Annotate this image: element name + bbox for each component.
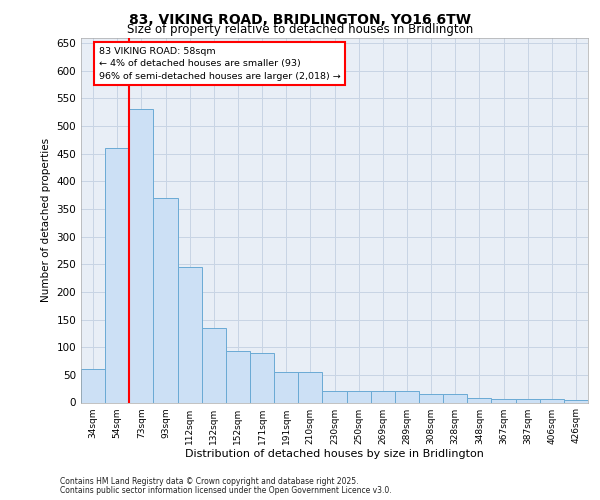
Bar (298, 372, 322, 402)
Bar (467, 398, 491, 402)
Bar (226, 351, 250, 403)
Text: Size of property relative to detached houses in Bridlington: Size of property relative to detached ho… (127, 22, 473, 36)
Bar (322, 392, 347, 402)
Y-axis label: Number of detached properties: Number of detached properties (41, 138, 51, 302)
X-axis label: Distribution of detached houses by size in Bridlington: Distribution of detached houses by size … (185, 450, 484, 460)
Bar (515, 399, 540, 402)
Bar (395, 392, 419, 402)
Bar (347, 392, 371, 402)
Bar (250, 352, 274, 403)
Bar (129, 110, 154, 403)
Text: 83, VIKING ROAD, BRIDLINGTON, YO16 6TW: 83, VIKING ROAD, BRIDLINGTON, YO16 6TW (129, 12, 471, 26)
Bar (443, 394, 467, 402)
Bar (154, 198, 178, 402)
Bar (419, 394, 443, 402)
Bar (105, 148, 129, 403)
Bar (540, 399, 564, 402)
Bar (564, 400, 588, 402)
Text: Contains public sector information licensed under the Open Government Licence v3: Contains public sector information licen… (60, 486, 392, 495)
Bar (202, 328, 226, 402)
Bar (371, 392, 395, 402)
Bar (178, 267, 202, 402)
Bar (491, 399, 515, 402)
Text: 83 VIKING ROAD: 58sqm
← 4% of detached houses are smaller (93)
96% of semi-detac: 83 VIKING ROAD: 58sqm ← 4% of detached h… (99, 46, 340, 80)
Bar (274, 372, 298, 402)
Text: Contains HM Land Registry data © Crown copyright and database right 2025.: Contains HM Land Registry data © Crown c… (60, 477, 359, 486)
Bar (81, 370, 105, 402)
